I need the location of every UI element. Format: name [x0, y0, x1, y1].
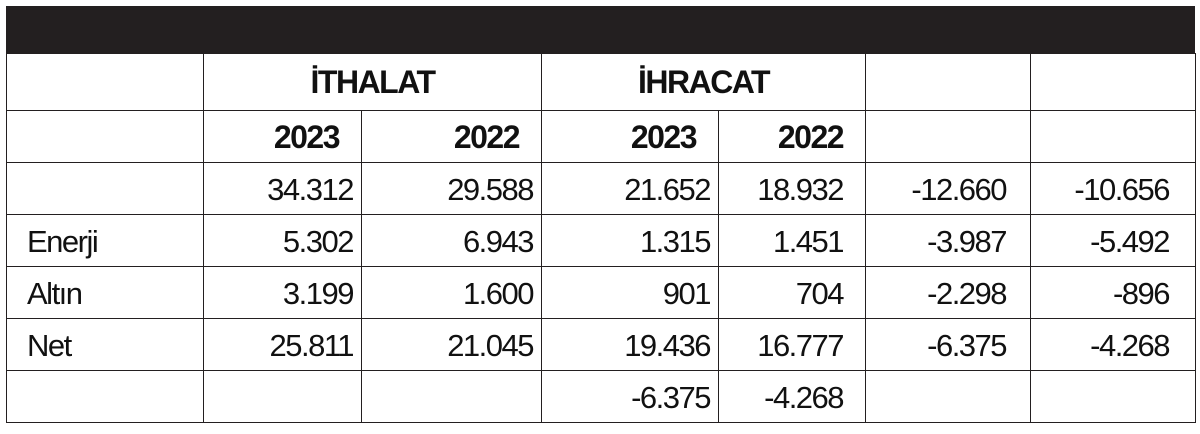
exports-2023-value: 21.652 [541, 162, 720, 215]
imports-2023-value: 25.811 [203, 318, 362, 371]
exports-2022-value: -4.268 [718, 370, 867, 423]
exports-2022-value: 16.777 [718, 318, 867, 371]
imports-2022-value: 29.588 [360, 162, 543, 215]
empty-cell [6, 53, 204, 111]
row-label: Net [6, 318, 204, 371]
imports-header: İTHALAT [202, 53, 543, 111]
empty-cell [6, 110, 204, 163]
imports-2023-value: 5.302 [203, 214, 362, 267]
imports-2022-value: 1.600 [360, 266, 543, 319]
balance-2022-value: -4.268 [1030, 318, 1197, 371]
balance-2023-value [865, 370, 1032, 423]
imports-2022-value [360, 370, 543, 423]
group-header-row: İTHALAT İHRACAT [6, 53, 1197, 111]
balance-2023-value: -12.660 [865, 162, 1032, 215]
balance-2023-value: -3.987 [865, 214, 1032, 267]
table-row: Altın 3.199 1.600 901 704 -2.298 -896 [6, 266, 1197, 319]
empty-cell [865, 53, 1032, 111]
row-label [6, 370, 204, 423]
imports-2023-value: 34.312 [203, 162, 362, 215]
exports-2023-value: 19.436 [541, 318, 720, 371]
imports-2023-value: 3.199 [203, 266, 362, 319]
balance-2023-value: -6.375 [865, 318, 1032, 371]
exports-2022-value: 18.932 [718, 162, 867, 215]
empty-cell [865, 110, 1032, 163]
trade-table: İTHALAT İHRACAT 2023 2022 2023 2022 34.3… [6, 53, 1197, 423]
row-label [6, 162, 204, 215]
balance-2022-value: -5.492 [1030, 214, 1197, 267]
empty-cell [1030, 110, 1197, 163]
exports-2023-header: 2023 [541, 110, 720, 163]
exports-2022-header: 2022 [718, 110, 867, 163]
year-header-row: 2023 2022 2023 2022 [6, 110, 1197, 163]
exports-2022-value: 1.451 [718, 214, 867, 267]
row-label: Enerji [6, 214, 204, 267]
balance-2022-value [1030, 370, 1197, 423]
imports-2022-value: 6.943 [360, 214, 543, 267]
empty-cell [1030, 53, 1197, 111]
imports-2022-value: 21.045 [360, 318, 543, 371]
header-bar [6, 6, 1195, 53]
table-row: -6.375 -4.268 [6, 370, 1197, 423]
imports-2022-header: 2022 [360, 110, 543, 163]
imports-2023-header: 2023 [203, 110, 362, 163]
exports-2023-value: -6.375 [541, 370, 720, 423]
balance-2022-value: -10.656 [1030, 162, 1197, 215]
row-label: Altın [6, 266, 204, 319]
exports-2023-value: 901 [541, 266, 720, 319]
balance-2022-value: -896 [1030, 266, 1197, 319]
balance-2023-value: -2.298 [865, 266, 1032, 319]
exports-2023-value: 1.315 [541, 214, 720, 267]
exports-header: İHRACAT [541, 53, 867, 111]
imports-2023-value [203, 370, 362, 423]
table-row: 34.312 29.588 21.652 18.932 -12.660 -10.… [6, 162, 1197, 215]
table-row: Net 25.811 21.045 19.436 16.777 -6.375 -… [6, 318, 1197, 371]
table-row: Enerji 5.302 6.943 1.315 1.451 -3.987 -5… [6, 214, 1197, 267]
exports-2022-value: 704 [718, 266, 867, 319]
